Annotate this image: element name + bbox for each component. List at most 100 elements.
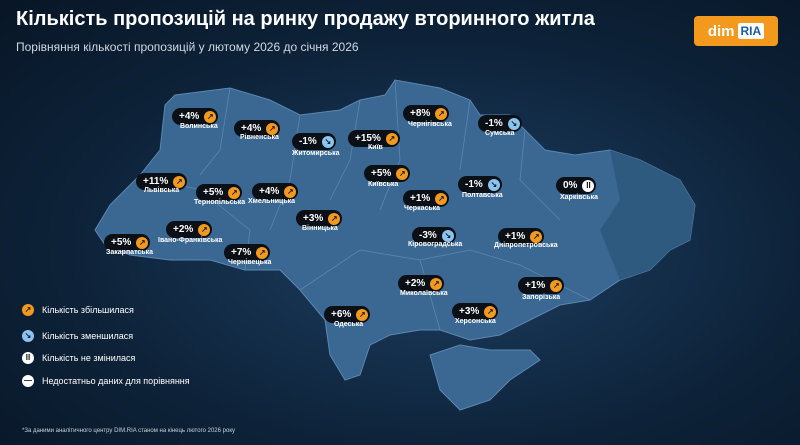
region-badge: -3% ↘ [412, 227, 456, 244]
region-name: Дніпропетровська [494, 242, 558, 249]
region-badge: +3% ↗ [452, 303, 499, 320]
trend-icon: ↗ [228, 186, 241, 199]
legend-item: ↘ Кількість зменшилася [22, 330, 133, 342]
trend-icon: ↗ [256, 246, 269, 259]
region-badge: +4% ↗ [234, 120, 281, 137]
region-badge: +8% ↗ [403, 105, 450, 122]
region-badge: +1% ↗ [518, 277, 565, 294]
trend-icon: ↗ [430, 277, 443, 290]
logo-left: dim [707, 22, 735, 40]
trend-icon: II [582, 179, 595, 192]
region-name: Івано-Франківська [158, 237, 223, 244]
region-name: Хмельницька [248, 198, 296, 205]
change-label: +15% [355, 133, 381, 144]
region-name: Черкаська [404, 205, 441, 212]
region-name: Київ [368, 144, 383, 151]
logo-right: RIA [737, 23, 765, 39]
legend-icon: ↗ [22, 304, 34, 316]
region-badge: +1% ↗ [403, 190, 450, 207]
change-label: +3% [459, 306, 480, 317]
change-label: +5% [371, 168, 392, 179]
trend-icon: ↗ [136, 236, 149, 249]
region-badge: +1% ↗ [498, 228, 545, 245]
region-badge: +2% ↗ [398, 275, 445, 292]
region-name: Полтавська [462, 192, 503, 199]
legend-label: Недостатньо даних для порівняння [42, 376, 190, 386]
region-name: Сумська [485, 130, 515, 137]
trend-icon: ↘ [321, 135, 334, 148]
legend-label: Кількість не змінилася [42, 353, 136, 363]
region-name: Чернігівська [408, 121, 452, 128]
trend-icon: ↗ [204, 110, 217, 123]
trend-icon: ↗ [484, 305, 497, 318]
trend-icon: ↘ [507, 117, 520, 130]
trend-icon: ↗ [396, 167, 409, 180]
region-name: Миколаївська [400, 290, 448, 297]
region-name: Київська [368, 181, 399, 188]
trend-icon: ↗ [356, 308, 369, 321]
title: Кількість пропозицій на ринку продажу вт… [16, 8, 595, 30]
region-name: Херсонська [455, 318, 496, 325]
legend-item: II Кількість не змінилася [22, 352, 135, 364]
change-label: -3% [419, 230, 437, 241]
occupied-east [600, 150, 695, 280]
legend-icon: II [22, 352, 34, 364]
region-badge: +4% ↗ [172, 108, 219, 125]
legend-item: ↗ Кількість збільшилася [22, 304, 134, 316]
crimea [429, 344, 541, 411]
trend-icon: ↗ [284, 185, 297, 198]
region-badge: 0% II [556, 177, 597, 194]
region-name: Рівненська [240, 134, 279, 141]
region-name: Львівська [144, 187, 180, 194]
region-name: Запорізька [522, 294, 561, 301]
change-label: +2% [173, 224, 194, 235]
region-name: Волинська [180, 123, 218, 130]
trend-icon: ↗ [435, 107, 448, 120]
trend-icon: ↗ [530, 230, 543, 243]
region-borders [139, 79, 591, 331]
legend-item: — Недостатньо даних для порівняння [22, 375, 190, 387]
region-badge: -1% ↘ [292, 133, 336, 150]
subtitle: Порівняння кількості пропозицій у лютому… [16, 40, 359, 54]
change-label: +4% [179, 111, 200, 122]
region-badge: +11% ↗ [136, 173, 188, 190]
region-name: Вінницька [302, 225, 338, 232]
region-badge: +3% ↗ [296, 210, 343, 227]
region-name: Кіровоградська [408, 241, 463, 248]
trend-icon: ↗ [266, 122, 279, 135]
trend-icon: ↗ [328, 212, 341, 225]
change-label: +11% [143, 176, 169, 187]
change-label: +2% [405, 278, 426, 289]
change-label: -1% [485, 118, 503, 129]
region-name: Закарпатська [106, 249, 154, 256]
legend-label: Кількість зменшилася [42, 331, 134, 341]
region-badge: +2% ↗ [166, 221, 213, 238]
logo[interactable]: dim RIA [694, 16, 778, 46]
footnote: *За даними аналітичного центру DIM.RIA с… [22, 428, 236, 434]
change-label: -1% [465, 179, 483, 190]
region-name: Одеська [334, 321, 364, 328]
trend-icon: ↗ [385, 132, 398, 145]
change-label: +5% [203, 187, 224, 198]
change-label: +6% [331, 309, 352, 320]
legend-icon: — [22, 375, 34, 387]
region-name: Харківська [560, 194, 599, 201]
trend-icon: ↗ [198, 223, 211, 236]
change-label: +1% [410, 193, 431, 204]
region-badge: +4% ↗ [252, 183, 299, 200]
region-badge: +6% ↗ [324, 306, 371, 323]
trend-icon: ↗ [435, 192, 448, 205]
region-name: Тернопільська [194, 199, 246, 206]
change-label: -1% [299, 136, 317, 147]
region-name: Чернівецька [228, 259, 272, 266]
legend-icon: ↘ [22, 330, 34, 342]
change-label: +4% [259, 186, 280, 197]
change-label: +3% [303, 213, 324, 224]
change-label: +5% [111, 237, 132, 248]
region-badge: +5% ↗ [364, 165, 411, 182]
legend-label: Кількість збільшилася [42, 305, 134, 315]
trend-icon: ↘ [441, 229, 454, 242]
change-label: +1% [505, 231, 526, 242]
